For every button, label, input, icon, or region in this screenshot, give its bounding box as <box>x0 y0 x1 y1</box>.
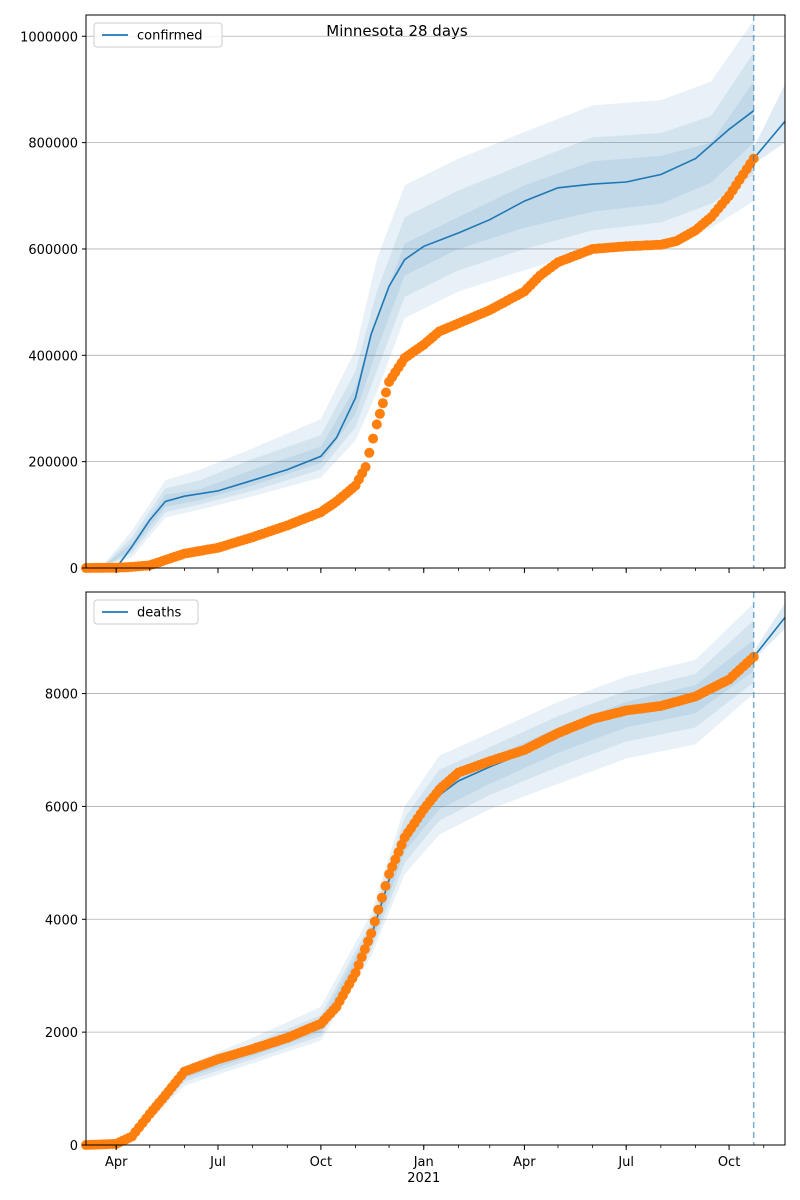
y-tick-label: 2000 <box>45 1026 78 1041</box>
x-tick-label: Apr <box>513 1155 536 1170</box>
confirmed-panel: 0 200000 400000 600000 800000 1000000 confirme… <box>20 14 786 577</box>
observed-point <box>376 892 387 903</box>
observed-point <box>381 387 391 398</box>
chart-suptitle: Minnesota 28 days <box>326 22 468 40</box>
legend-box <box>93 22 223 48</box>
model-line <box>86 110 755 569</box>
uncertainty-band <box>102 52 754 568</box>
observed-point <box>368 433 379 444</box>
observed-point <box>377 398 388 409</box>
y-tick-label: 0 <box>70 1139 78 1154</box>
observed-point <box>353 960 364 970</box>
y-tick-label: 600000 <box>28 243 78 258</box>
observed-point <box>373 904 384 915</box>
y-tick-label: 800000 <box>28 137 78 152</box>
axes-frame <box>85 591 786 1146</box>
observed-point <box>359 944 370 955</box>
x-tick-label: Apr <box>105 1155 128 1170</box>
observed-point <box>374 408 385 419</box>
uncertainty-band <box>131 640 754 1138</box>
x-tick-label: Jan <box>413 1155 434 1170</box>
observed-point <box>360 462 371 472</box>
forecast-line <box>753 616 786 658</box>
uncertainty-band <box>131 620 754 1139</box>
uncertainty-band <box>102 20 754 569</box>
observed-point <box>363 936 374 947</box>
legend-label: confirmed <box>137 29 203 44</box>
y-tick-label: 200000 <box>28 456 78 471</box>
observed-point <box>350 967 361 978</box>
x-tick-label: Jul <box>617 1155 634 1170</box>
legend-label: deaths <box>137 606 182 621</box>
observed-point <box>366 928 377 939</box>
observed-point <box>369 916 380 927</box>
axes-frame <box>85 14 786 569</box>
observed-point <box>371 419 382 430</box>
uncertainty-band <box>102 81 754 568</box>
deaths-panel: 0 2000 4000 6000 8000 Apr Jul Oct Jan Apr Jul Oct 20… <box>45 591 786 1186</box>
forecast-band <box>753 603 785 660</box>
observed-point <box>356 952 367 963</box>
y-tick-label: 6000 <box>45 800 78 815</box>
legend-box <box>93 599 199 625</box>
uncertainty-band <box>131 603 754 1140</box>
y-tick-label: 1000000 <box>20 30 78 45</box>
x-tick-label: Oct <box>310 1155 332 1170</box>
x-year-label: 2021 <box>407 1171 440 1186</box>
x-tick-label: Jul <box>209 1155 226 1170</box>
y-tick-label: 400000 <box>28 349 78 364</box>
observed-point <box>364 447 375 458</box>
x-tick-label: Oct <box>718 1155 740 1170</box>
y-tick-label: 4000 <box>45 913 78 928</box>
forecast-line <box>753 120 786 160</box>
y-tick-label: 0 <box>70 562 78 577</box>
observed-point <box>380 881 391 891</box>
forecast-band <box>753 84 785 164</box>
y-tick-label: 8000 <box>45 688 78 703</box>
